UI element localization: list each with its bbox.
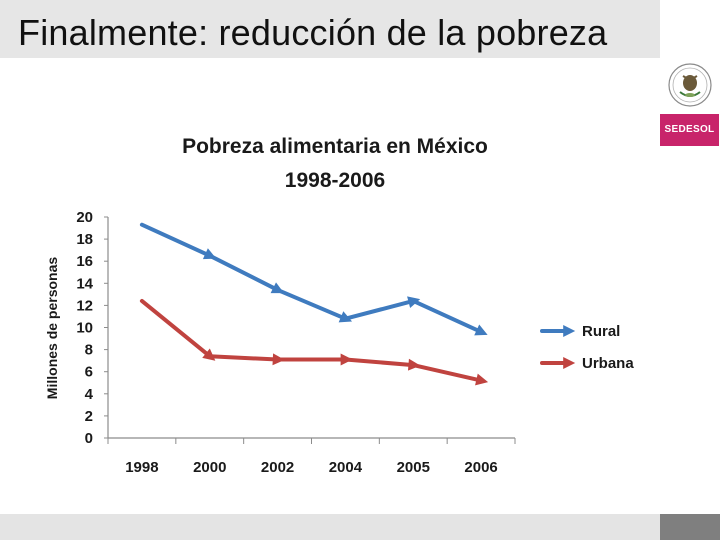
x-tick-label: 2004 (329, 459, 363, 476)
data-point-rural (407, 296, 421, 308)
x-tick-label: 2006 (464, 459, 497, 476)
legend-label-rural: Rural (582, 323, 620, 340)
coat-of-arms-icon (668, 63, 712, 107)
data-point-urbana (202, 348, 216, 361)
series-line-urbana (139, 298, 484, 383)
footer-block (660, 514, 720, 540)
y-tick-label: 6 (85, 364, 93, 381)
data-point-rural (338, 311, 353, 323)
data-point-rural (202, 248, 217, 260)
y-tick-label: 18 (76, 231, 93, 248)
slide-title: Finalmente: reducción de la pobreza (18, 12, 608, 53)
y-tick-label: 0 (85, 430, 93, 447)
sedesol-logo: SEDESOL (660, 114, 719, 146)
title-bar (0, 0, 660, 58)
data-point-urbana (340, 353, 353, 366)
y-tick-label: 8 (85, 342, 93, 359)
series-line-rural (139, 222, 484, 334)
data-point-rural (474, 324, 488, 336)
legend-marker-rural (563, 325, 576, 337)
legend-label-urbana: Urbana (582, 355, 634, 372)
y-tick-label: 10 (76, 320, 93, 337)
x-tick-label: 2005 (397, 459, 430, 476)
x-tick-label: 1998 (125, 459, 158, 476)
y-axis-label: Millones de personas (44, 257, 60, 400)
footer-bar (0, 514, 660, 540)
data-point-urbana (272, 353, 285, 366)
legend-marker-urbana (563, 357, 576, 369)
x-tick-label: 2002 (261, 459, 294, 476)
y-tick-label: 2 (85, 408, 93, 425)
y-tick-label: 20 (76, 209, 93, 226)
y-tick-label: 16 (76, 253, 93, 270)
data-point-rural (270, 282, 285, 294)
chart-title-line1: Pobreza alimentaria en México (182, 135, 488, 158)
data-point-urbana (475, 373, 489, 386)
data-point-urbana (407, 358, 421, 371)
y-tick-label: 4 (85, 386, 94, 403)
y-tick-label: 12 (76, 297, 93, 314)
chart-title-line2: 1998-2006 (285, 169, 385, 192)
x-tick-label: 2000 (193, 459, 226, 476)
y-tick-label: 14 (76, 275, 93, 292)
